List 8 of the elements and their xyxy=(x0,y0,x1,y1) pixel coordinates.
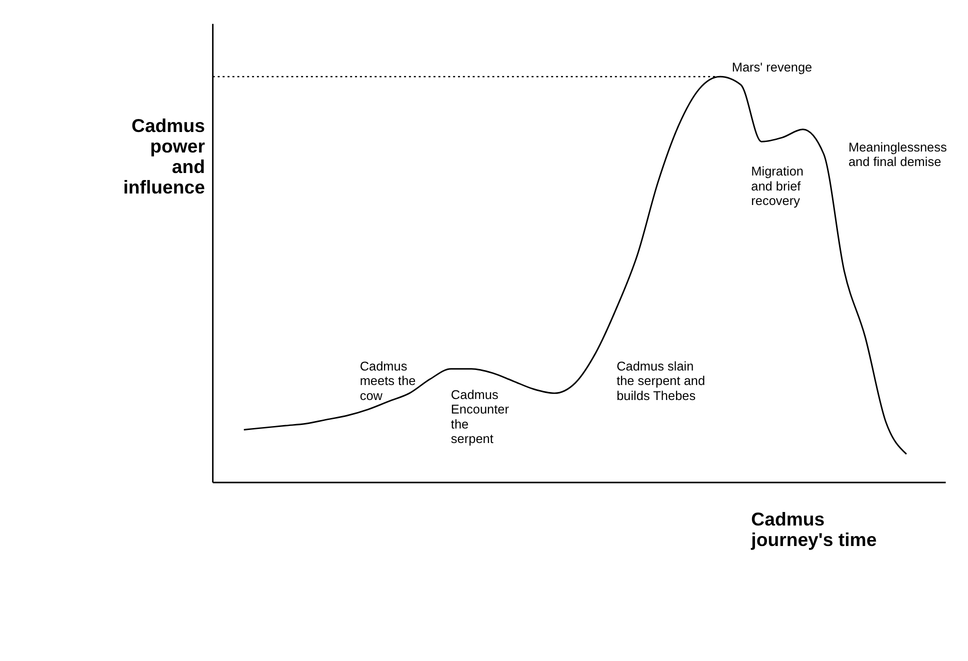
ref-line-label: Mars' revenge xyxy=(732,60,812,75)
annotation: Migration and brief recovery xyxy=(751,164,804,208)
annotation: Cadmus slain the serpent and builds Thebes xyxy=(616,358,706,403)
annotation: Cadmus meets the cow xyxy=(360,358,416,403)
annotation: Meaninglessness and final demise xyxy=(848,139,947,170)
x-axis-title: Cadmus journey's time xyxy=(750,508,877,550)
annotation: Cadmus Encounter the serpent xyxy=(450,386,510,446)
y-axis-title: Cadmus power and influence xyxy=(123,114,205,198)
